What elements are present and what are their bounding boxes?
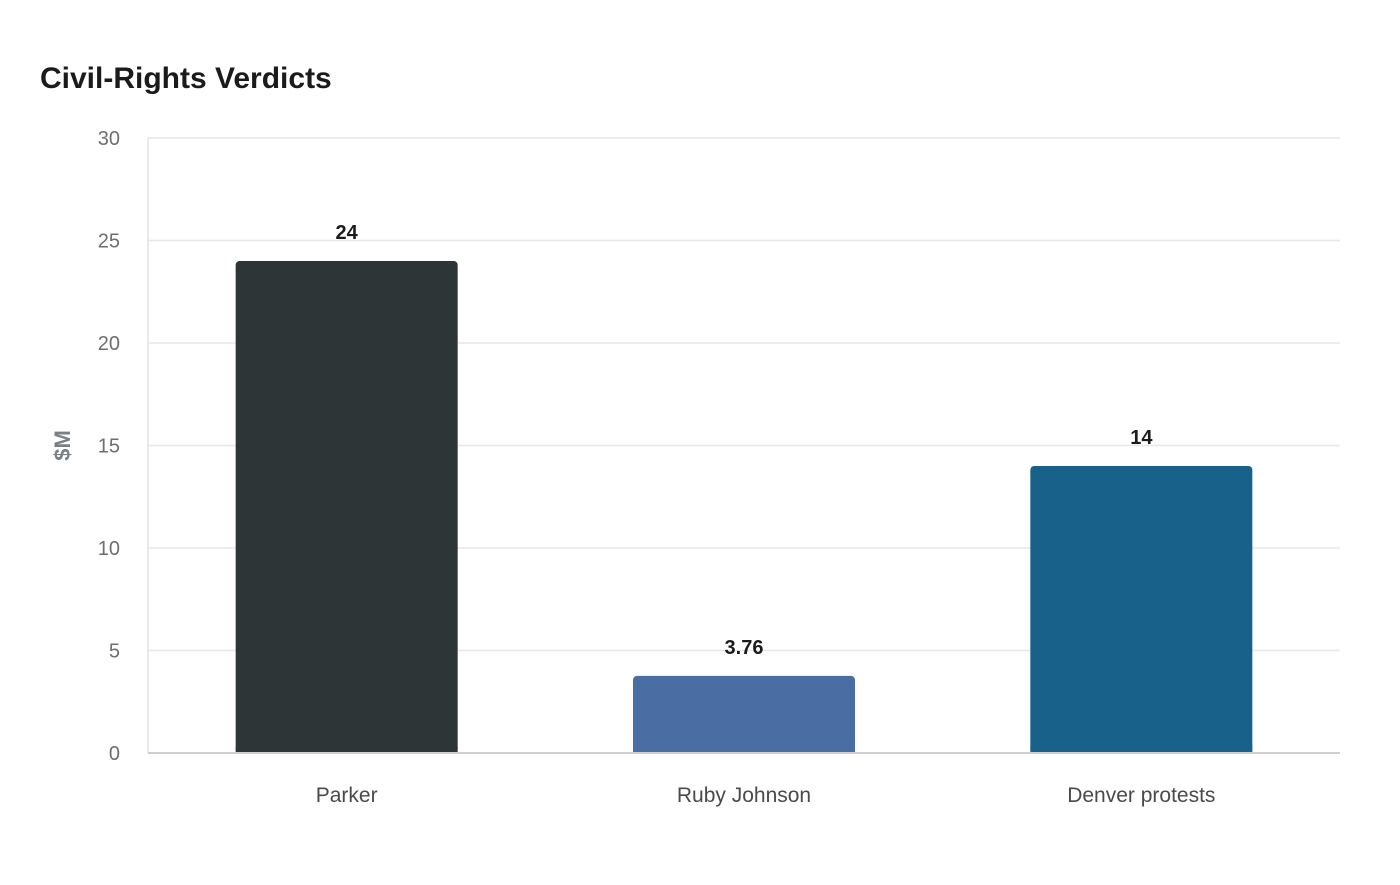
y-tick-label: 30	[98, 128, 120, 150]
bar-value-label: 3.76	[725, 637, 764, 659]
bar-group-2	[1030, 466, 1253, 753]
bar[interactable]	[235, 261, 458, 753]
y-tick-label: 25	[98, 231, 120, 253]
y-axis-title: $M	[50, 430, 75, 461]
bar-value-label: 14	[1130, 427, 1153, 449]
bar-group-1	[633, 675, 855, 753]
bar-value-label: 24	[336, 222, 359, 244]
y-tick-label: 20	[98, 333, 120, 355]
x-tick-label: Ruby Johnson	[677, 784, 811, 807]
bar-base	[235, 747, 458, 753]
bar[interactable]	[633, 675, 855, 753]
y-tick-label: 10	[98, 538, 120, 560]
y-tick-label: 15	[98, 436, 120, 458]
bar-base	[633, 747, 855, 753]
bar[interactable]	[1030, 466, 1253, 753]
y-tick-label: 0	[109, 743, 120, 765]
chart-title: Civil-Rights Verdicts	[40, 62, 332, 95]
bar-base	[1030, 747, 1253, 753]
x-tick-label: Parker	[316, 784, 378, 807]
x-tick-label: Denver protests	[1067, 784, 1215, 807]
y-tick-label: 5	[109, 641, 120, 663]
bar-group-0	[235, 261, 458, 753]
